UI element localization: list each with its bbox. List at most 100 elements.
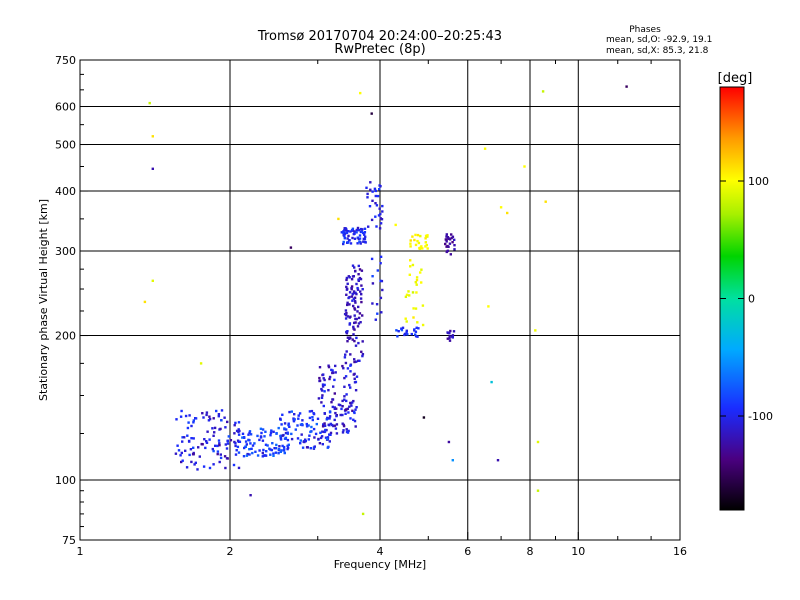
data-point <box>357 229 361 232</box>
data-point <box>216 444 219 448</box>
data-point <box>499 206 503 209</box>
data-point <box>333 406 336 409</box>
data-point <box>356 288 360 291</box>
data-point <box>353 296 357 299</box>
data-point <box>357 316 361 320</box>
data-point <box>415 291 418 294</box>
data-point <box>217 439 221 442</box>
data-point <box>357 305 360 309</box>
data-point <box>323 412 326 415</box>
data-point <box>408 273 411 276</box>
data-point <box>368 205 372 208</box>
data-point <box>320 396 324 399</box>
data-point <box>190 460 193 464</box>
data-point <box>381 204 384 208</box>
data-point <box>414 335 418 338</box>
data-point <box>208 438 211 441</box>
data-point <box>216 452 219 456</box>
data-point <box>451 459 454 462</box>
data-point <box>304 439 307 443</box>
data-point <box>341 431 345 434</box>
data-point <box>326 416 329 420</box>
data-point <box>453 244 456 247</box>
data-point <box>353 237 357 240</box>
data-point <box>282 445 286 449</box>
data-point <box>354 425 357 428</box>
data-point <box>332 385 335 388</box>
data-point <box>331 369 334 372</box>
data-point <box>312 427 316 431</box>
data-point <box>411 263 415 267</box>
data-point <box>361 340 364 343</box>
data-point <box>238 440 242 443</box>
data-point <box>227 435 230 438</box>
data-point <box>534 329 537 332</box>
data-point <box>355 360 358 363</box>
data-point <box>371 190 374 193</box>
data-point <box>352 325 355 329</box>
data-point <box>426 234 429 237</box>
data-point <box>359 321 362 324</box>
data-point <box>335 407 338 410</box>
data-point <box>341 364 344 368</box>
data-point <box>283 422 287 425</box>
data-point <box>353 314 356 317</box>
data-point <box>345 231 349 234</box>
data-point <box>446 236 450 239</box>
data-point <box>280 449 283 452</box>
data-point <box>237 421 241 424</box>
data-point <box>349 364 352 367</box>
data-point <box>413 238 416 242</box>
data-point <box>354 301 357 304</box>
data-point <box>299 442 302 445</box>
data-point <box>363 231 367 234</box>
data-point <box>361 288 364 291</box>
data-point <box>323 383 326 387</box>
data-point <box>232 463 236 467</box>
y-tick-label: 750 <box>55 54 76 67</box>
data-point <box>360 350 363 353</box>
data-point <box>354 321 357 324</box>
data-point <box>272 452 275 455</box>
data-point <box>409 245 412 248</box>
data-point <box>205 441 209 444</box>
data-point <box>374 318 377 321</box>
data-point <box>344 309 348 312</box>
data-point <box>318 442 322 445</box>
data-point <box>353 381 357 384</box>
data-point <box>346 407 349 410</box>
data-point <box>190 424 193 428</box>
data-point <box>269 448 272 451</box>
data-point <box>345 285 348 289</box>
data-point <box>358 234 362 237</box>
data-point <box>247 433 250 436</box>
data-point <box>352 304 355 308</box>
data-point <box>191 453 195 456</box>
data-point <box>326 437 329 441</box>
data-point <box>286 446 290 449</box>
data-point <box>261 428 265 431</box>
data-point <box>185 466 189 469</box>
data-point <box>278 445 281 448</box>
data-point <box>335 432 339 435</box>
data-point <box>218 444 221 447</box>
data-point <box>343 376 346 380</box>
data-point <box>212 463 215 466</box>
data-point <box>305 422 308 426</box>
data-point <box>312 447 316 450</box>
data-point <box>337 403 341 406</box>
data-point <box>270 429 273 432</box>
data-point <box>359 227 363 231</box>
data-point <box>341 399 344 403</box>
data-point <box>327 365 331 369</box>
data-point <box>379 222 383 225</box>
data-point <box>370 112 373 115</box>
data-point <box>188 414 191 417</box>
data-point <box>378 184 381 187</box>
data-point <box>410 332 413 336</box>
data-point <box>359 290 362 293</box>
data-point <box>350 278 354 281</box>
data-point <box>369 188 372 191</box>
data-point <box>220 419 223 422</box>
data-point <box>379 262 382 265</box>
